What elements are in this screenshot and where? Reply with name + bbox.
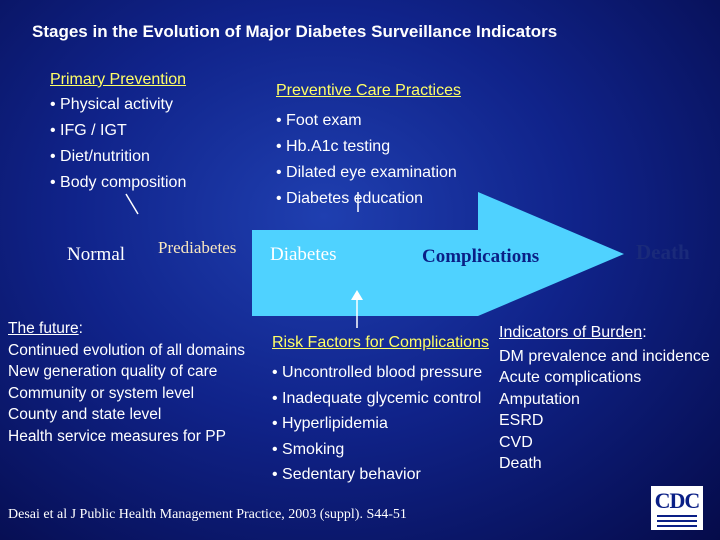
risk-item-hyperlipidemia: Hyperlipidemia xyxy=(272,411,482,437)
future-item-county-state: County and state level xyxy=(8,406,162,423)
burden-item-acute: Acute complications xyxy=(499,369,642,386)
cdc-logo-text: CDC xyxy=(654,488,701,513)
primary-prevention-block: Primary Prevention Physical activity IFG… xyxy=(50,68,186,196)
pp-connector-line xyxy=(125,193,139,215)
future-heading-line: The future: xyxy=(8,318,245,340)
future-item-quality-of-care: New generation quality of care xyxy=(8,363,218,380)
cdc-logo-stripe xyxy=(657,525,697,527)
burden-item-death: Death xyxy=(499,455,542,472)
risk-item-glycemic-control: Inadequate glycemic control xyxy=(272,386,482,412)
burden-heading: Indicators of Burden xyxy=(499,324,643,341)
preventive-care-block: Preventive Care Practices Foot exam Hb.A… xyxy=(276,78,461,212)
citation: Desai et al J Public Health Management P… xyxy=(8,507,407,522)
burden-item-prevalence: DM prevalence and incidence xyxy=(499,348,710,365)
progression-arrow xyxy=(252,192,624,316)
burden-item-cvd: CVD xyxy=(499,434,533,451)
pp-item-body-composition: Body composition xyxy=(50,170,186,196)
cdc-logo-stripe xyxy=(657,520,697,522)
pp-item-physical-activity: Physical activity xyxy=(50,92,186,118)
preventive-care-heading: Preventive Care Practices xyxy=(276,82,461,99)
risk-item-blood-pressure: Uncontrolled blood pressure xyxy=(272,360,482,386)
stage-diabetes: Diabetes xyxy=(270,244,337,265)
future-item-community: Community or system level xyxy=(8,384,195,402)
burden-heading-suffix: : xyxy=(642,324,647,341)
future-block: The future: Continued evolution of all d… xyxy=(8,318,245,447)
pc-item-diabetes-education: Diabetes education xyxy=(276,186,461,212)
future-heading-suffix: : xyxy=(78,320,83,337)
pc-item-foot-exam: Foot exam xyxy=(276,108,461,134)
risk-factors-block: Uncontrolled blood pressure Inadequate g… xyxy=(272,360,482,488)
burden-item-esrd: ESRD xyxy=(499,412,544,429)
burden-item-amputation: Amputation xyxy=(499,391,580,408)
risk-factors-heading: Risk Factors for Complications xyxy=(272,334,489,351)
page-title: Stages in the Evolution of Major Diabete… xyxy=(32,22,558,41)
pc-item-eye-exam: Dilated eye examination xyxy=(276,160,461,186)
risk-item-sedentary: Sedentary behavior xyxy=(272,462,482,488)
pc-item-hba1c: Hb.A1c testing xyxy=(276,134,461,160)
stage-normal: Normal xyxy=(67,244,126,265)
burden-heading-line: Indicators of Burden: xyxy=(499,324,647,342)
cdc-logo: CDC xyxy=(651,486,703,530)
risk-item-smoking: Smoking xyxy=(272,437,482,463)
pp-item-diet: Diet/nutrition xyxy=(50,144,186,170)
primary-prevention-heading: Primary Prevention xyxy=(50,71,187,88)
future-item-evolution: Continued evolution of all domains xyxy=(8,341,245,359)
cdc-logo-stripe xyxy=(657,515,697,517)
stage-prediabetes: Prediabetes xyxy=(158,238,237,257)
pp-item-ifg-igt: IFG / IGT xyxy=(50,118,186,144)
risk-connector-arrowhead xyxy=(351,290,363,300)
stage-death: Death xyxy=(636,240,690,264)
future-item-health-service: Health service measures for PP xyxy=(8,427,226,445)
stage-complications: Complications xyxy=(422,246,540,267)
future-heading: The future xyxy=(8,320,79,337)
